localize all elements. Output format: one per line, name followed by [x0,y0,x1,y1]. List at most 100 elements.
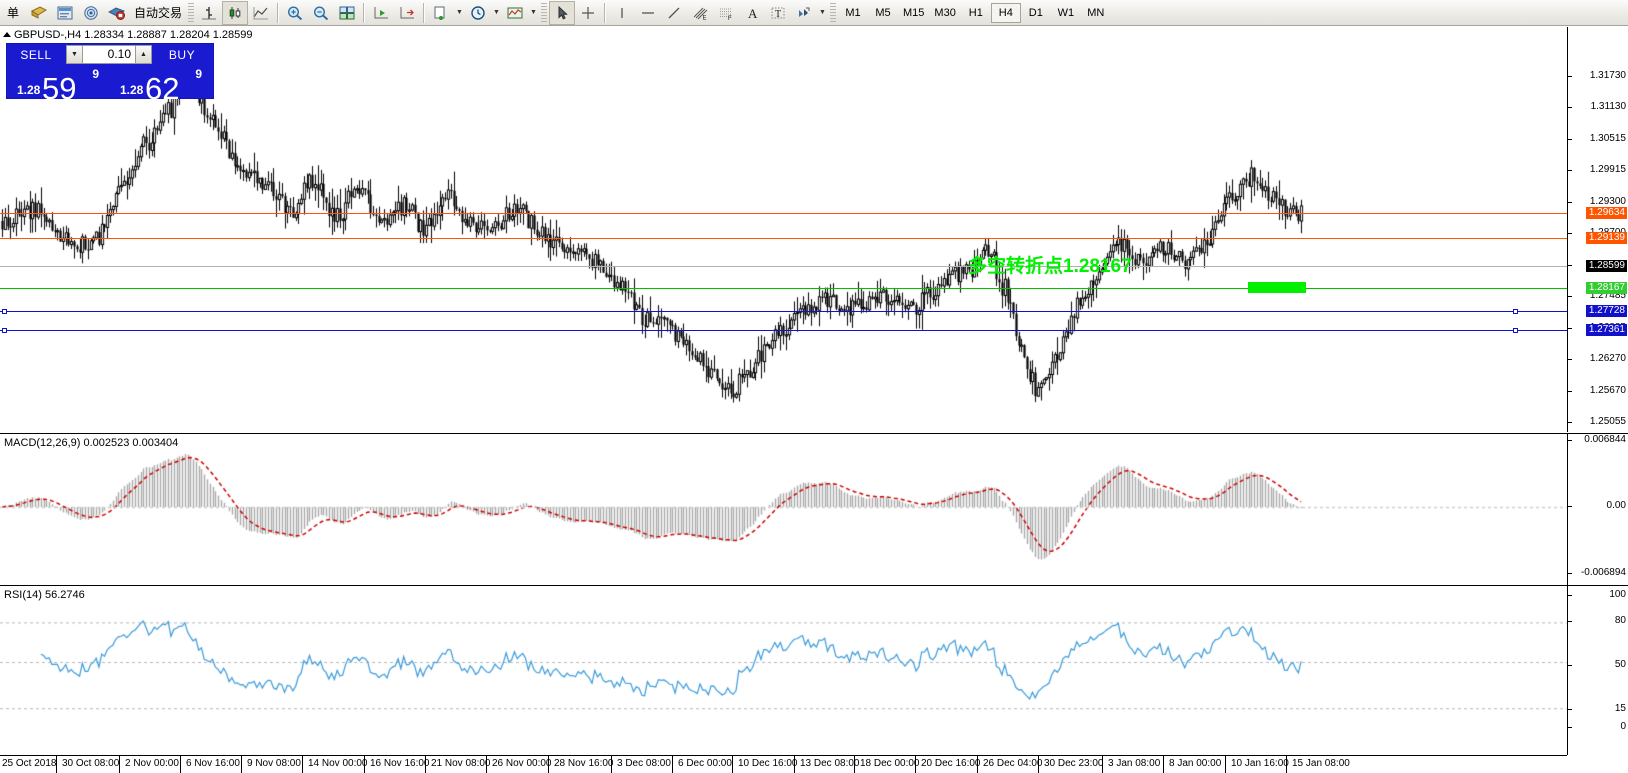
objects-caret-icon[interactable]: ▼ [819,9,826,16]
equidistant-channel-icon[interactable]: E [687,1,713,25]
price-axis[interactable]: 1.317301.311301.305151.299151.293001.287… [1567,27,1628,459]
templates-icon[interactable] [428,1,454,25]
chart-expand-icon[interactable] [3,32,11,37]
fibonacci-icon[interactable]: F [713,1,739,25]
text-icon[interactable]: T [765,1,791,25]
new-order-icon[interactable]: 单 [0,1,26,25]
time-axis-separator [1038,756,1039,773]
bar-chart-icon[interactable] [196,1,222,25]
volume-dropdown-icon[interactable]: ▼ [66,45,83,64]
buy-price-display[interactable]: 1.28 62 9 [111,65,212,104]
price-tag-1-27728[interactable]: 1.27728 [1585,305,1627,317]
price-tag-1-28599[interactable]: 1.28599 [1585,260,1627,272]
price-tick-label: 1.25670 [1589,385,1626,396]
period-separator-icon[interactable] [465,1,491,25]
volume-control[interactable]: ▼ 0.10 ▲ [66,45,152,64]
sell-price-main: 59 [42,71,77,106]
time-axis-separator [977,756,978,773]
time-axis-separator [241,756,242,773]
price-tag-1-29634[interactable]: 1.29634 [1585,207,1627,219]
timeframe-h4[interactable]: H4 [990,2,1021,23]
sell-price-display[interactable]: 1.28 59 9 [8,65,109,104]
timeframe-w1[interactable]: W1 [1057,6,1075,19]
timeframe-m30[interactable]: M30 [934,6,956,19]
timeframe-mn[interactable]: MN [1087,6,1105,19]
rsi-canvas [0,587,1567,756]
objects-icon[interactable] [791,1,817,25]
green-zone-marker[interactable] [1248,282,1306,293]
price-pane[interactable]: GBPUSD-,H4 1.28334 1.28887 1.28204 1.285… [0,27,1628,459]
chart-area[interactable]: GBPUSD-,H4 1.28334 1.28887 1.28204 1.285… [0,27,1628,773]
macd-tick [1568,506,1572,507]
level-anchor-1-27728[interactable] [1513,309,1518,314]
line-chart-icon[interactable] [248,1,274,25]
one-click-trading-panel[interactable]: SELL ▼ 0.10 ▲ BUY 1.28 59 9 [6,43,214,104]
chart-annotation-text[interactable]: 多空转折点1.28167 [968,256,1132,277]
level-anchor-1-27361[interactable] [1513,328,1518,333]
timeframe-d1[interactable]: D1 [1028,6,1043,19]
level-line-1-27728[interactable] [0,311,1567,312]
timeframe-m1[interactable]: M1 [845,6,861,19]
toolbar-grip-3[interactable] [830,2,837,23]
rsi-tick-label: 15 [1614,703,1626,714]
price-tag-1-27361[interactable]: 1.27361 [1585,324,1627,336]
timeframe-m5[interactable]: M5 [875,6,891,19]
navigator-icon[interactable] [78,1,104,25]
auto-scroll-icon[interactable] [368,1,394,25]
level-anchor-left-1-27728[interactable] [2,309,7,314]
level-line-1-27361[interactable] [0,330,1567,331]
level-anchor-left-1-27361[interactable] [2,328,7,333]
auto-trading-label[interactable]: 自动交易 [134,6,183,20]
period-caret-icon[interactable]: ▼ [493,9,500,16]
zoom-in-icon[interactable] [282,1,308,25]
price-tick-label: 1.29300 [1589,196,1626,207]
toolbar-grip-2[interactable] [541,2,548,23]
price-tag-1-29139[interactable]: 1.29139 [1585,232,1627,244]
rsi-label[interactable]: RSI(14) 56.2746 [4,589,85,601]
time-axis[interactable]: 25 Oct 2018 30 Oct 08:00 2 Nov 00:00 6 Nov … [0,755,1567,773]
time-axis-label: 30 Dec 23:00 [1044,758,1104,769]
volume-stepper-up-icon[interactable]: ▲ [135,45,152,64]
cursor-icon[interactable] [549,0,576,25]
vertical-line-icon[interactable] [609,1,635,25]
toolbar-grip-1[interactable] [188,2,195,23]
buy-price-main: 62 [145,71,180,106]
zoom-out-icon[interactable] [308,1,334,25]
level-line-1-29139[interactable] [0,238,1567,239]
price-tick [1568,202,1572,203]
macd-pane[interactable]: MACD(12,26,9) 0.002523 0.003404 0.006844… [0,433,1628,586]
indicators-icon[interactable] [502,1,528,25]
tile-windows-icon[interactable] [334,1,360,25]
rsi-tick [1568,621,1572,622]
candlestick-chart-icon[interactable] [222,0,249,25]
level-line-1-28167[interactable] [0,288,1567,289]
price-tick-label: 1.27485 [1589,290,1626,301]
rsi-tick [1568,665,1572,666]
svg-text:E: E [703,15,707,21]
macd-label[interactable]: MACD(12,26,9) 0.002523 0.003404 [4,437,179,449]
market-watch-icon[interactable] [26,1,52,25]
data-window-icon[interactable] [52,1,78,25]
svg-text:F: F [728,16,732,21]
crosshair-icon[interactable] [575,1,601,25]
templates-caret-icon[interactable]: ▼ [456,9,463,16]
timeframe-h1[interactable]: H1 [968,6,983,19]
volume-input[interactable]: 0.10 [83,45,135,64]
main-toolbar: 单 自动交易 [0,0,1628,26]
indicators-caret-icon[interactable]: ▼ [530,9,537,16]
time-axis-separator [1286,756,1287,773]
price-tag-1-28167[interactable]: 1.28167 [1585,282,1627,294]
trendline-icon[interactable] [661,1,687,25]
terminal-icon[interactable] [104,1,130,25]
rsi-pane[interactable]: RSI(14) 56.2746 100 80 50 15 0 [0,585,1628,756]
timeframe-m15[interactable]: M15 [903,6,925,19]
horizontal-line-icon[interactable] [635,1,661,25]
text-label-icon[interactable]: A [739,1,765,25]
time-axis-separator [794,756,795,773]
buy-button[interactable]: BUY [168,47,196,62]
svg-text:T: T [775,9,781,20]
time-axis-label: 26 Nov 00:00 [492,758,552,769]
chart-shift-icon[interactable] [394,1,420,25]
level-line-1-29634[interactable] [0,213,1567,214]
sell-button[interactable]: SELL [20,47,52,62]
